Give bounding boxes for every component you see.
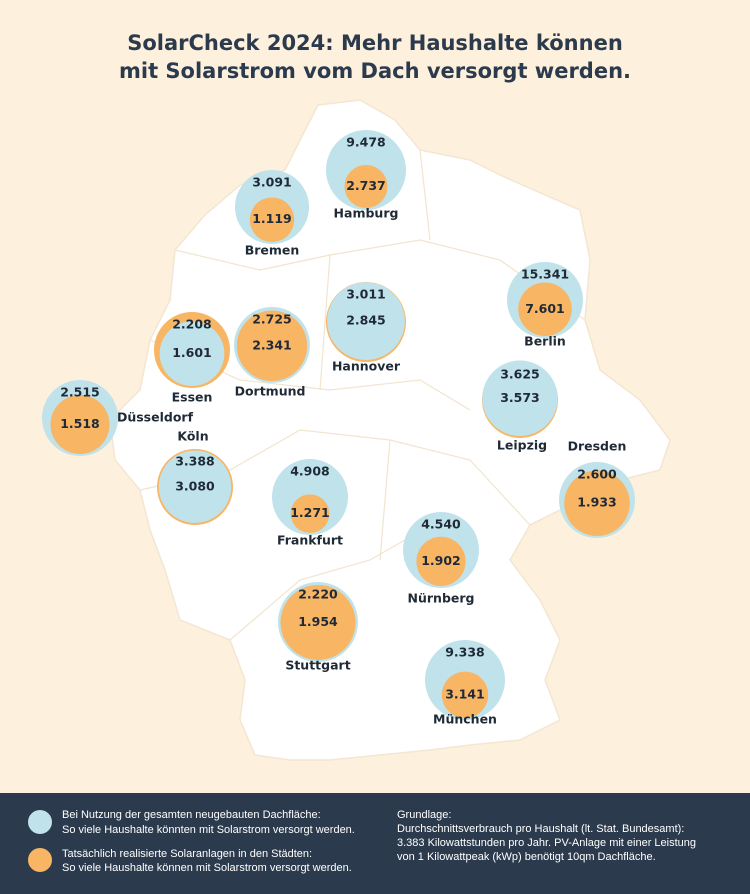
city-bubbles: 9.478 2.737 Hamburg 3.091 1.119 Bremen 15.341 7…	[42, 130, 635, 727]
bubble-actual	[564, 470, 630, 536]
bubble-actual	[518, 282, 572, 336]
note-text: 3.383 Kilowattstunden pro Jahr. PV-Anlag…	[397, 837, 696, 849]
city-name: Nürnberg	[408, 591, 475, 606]
footer	[0, 793, 750, 894]
city-name: Düsseldorf	[117, 410, 194, 425]
bubble-actual	[236, 310, 308, 381]
note-text: von 1 Kilowattpeak (kWp) benötigt 10qm D…	[397, 851, 656, 863]
note-text: Grundlage:	[397, 809, 451, 821]
value-label: 2.515	[60, 385, 100, 400]
city-name: Leipzig	[497, 438, 547, 453]
bubble-actual	[344, 165, 388, 209]
city-name: Berlin	[524, 334, 566, 349]
note-text: Durchschnittsverbrauch pro Haushalt (lt.…	[397, 823, 684, 835]
bubble-potential	[158, 450, 232, 523]
value-label: 3.011	[346, 287, 386, 302]
value-label: 3.625	[500, 367, 540, 382]
value-label: 3.091	[252, 175, 292, 190]
bubble-potential	[482, 360, 558, 436]
value-label: 3.573	[500, 390, 540, 405]
value-label: 2.725	[252, 312, 292, 327]
value-label: 1.518	[60, 416, 100, 431]
bubble-actual	[249, 197, 295, 242]
value-label: 4.540	[421, 517, 461, 532]
title-line: SolarCheck 2024: Mehr Haushalte können	[127, 31, 623, 55]
title-line: mit Solarstrom vom Dach versorgt werden.	[119, 59, 631, 83]
city-name: Dresden	[568, 439, 627, 454]
value-label: 1.601	[172, 345, 212, 360]
state-borders	[139, 149, 586, 641]
value-label: 2.341	[252, 337, 292, 352]
value-label: 9.478	[346, 135, 386, 150]
value-label: 1.902	[421, 553, 461, 568]
bubble-actual	[50, 394, 110, 455]
bubble-actual	[290, 494, 330, 533]
value-label: 2.220	[298, 587, 338, 602]
city-name: Hannover	[332, 359, 401, 374]
value-label: 1.271	[290, 505, 330, 520]
value-label: 1.933	[577, 495, 617, 510]
city-name: Bremen	[245, 243, 300, 258]
value-label: 4.908	[290, 464, 330, 479]
city-name: Köln	[177, 429, 208, 444]
value-label: 2.208	[172, 317, 212, 332]
value-label: 9.338	[445, 645, 485, 660]
value-label: 1.119	[252, 211, 292, 226]
legend-swatch	[28, 810, 52, 834]
legend-text: Bei Nutzung der gesamten neugebauten Dac…	[62, 809, 321, 821]
value-label: 7.601	[525, 301, 565, 316]
bubble-actual	[441, 671, 489, 719]
value-label: 2.600	[577, 467, 617, 482]
city-name: Stuttgart	[285, 658, 350, 673]
legend-swatch	[28, 848, 52, 872]
value-label: 3.141	[445, 686, 485, 701]
bubble-potential	[327, 282, 405, 360]
value-label: 3.388	[175, 454, 215, 469]
value-label: 1.954	[298, 614, 338, 629]
value-label: 3.080	[175, 478, 215, 493]
city-name: Frankfurt	[277, 533, 343, 548]
legend-text: Tatsächlich realisierte Solaranlagen in …	[62, 848, 312, 860]
bubble-actual	[416, 536, 466, 586]
germany-map	[109, 99, 671, 761]
city-name: Essen	[172, 390, 213, 405]
legend-text: So viele Haushalte könnten mit Solarstro…	[62, 824, 355, 836]
city-name: Dortmund	[235, 384, 306, 399]
city-name: Hamburg	[334, 206, 399, 221]
value-label: 2.737	[346, 178, 386, 193]
legend-text: So viele Haushalte können mit Solarstrom…	[62, 862, 352, 874]
bubble-potential	[159, 321, 225, 386]
value-label: 2.845	[346, 313, 386, 328]
value-label: 15.341	[521, 267, 569, 282]
city-name: München	[433, 712, 497, 727]
bubble-actual	[280, 584, 356, 660]
